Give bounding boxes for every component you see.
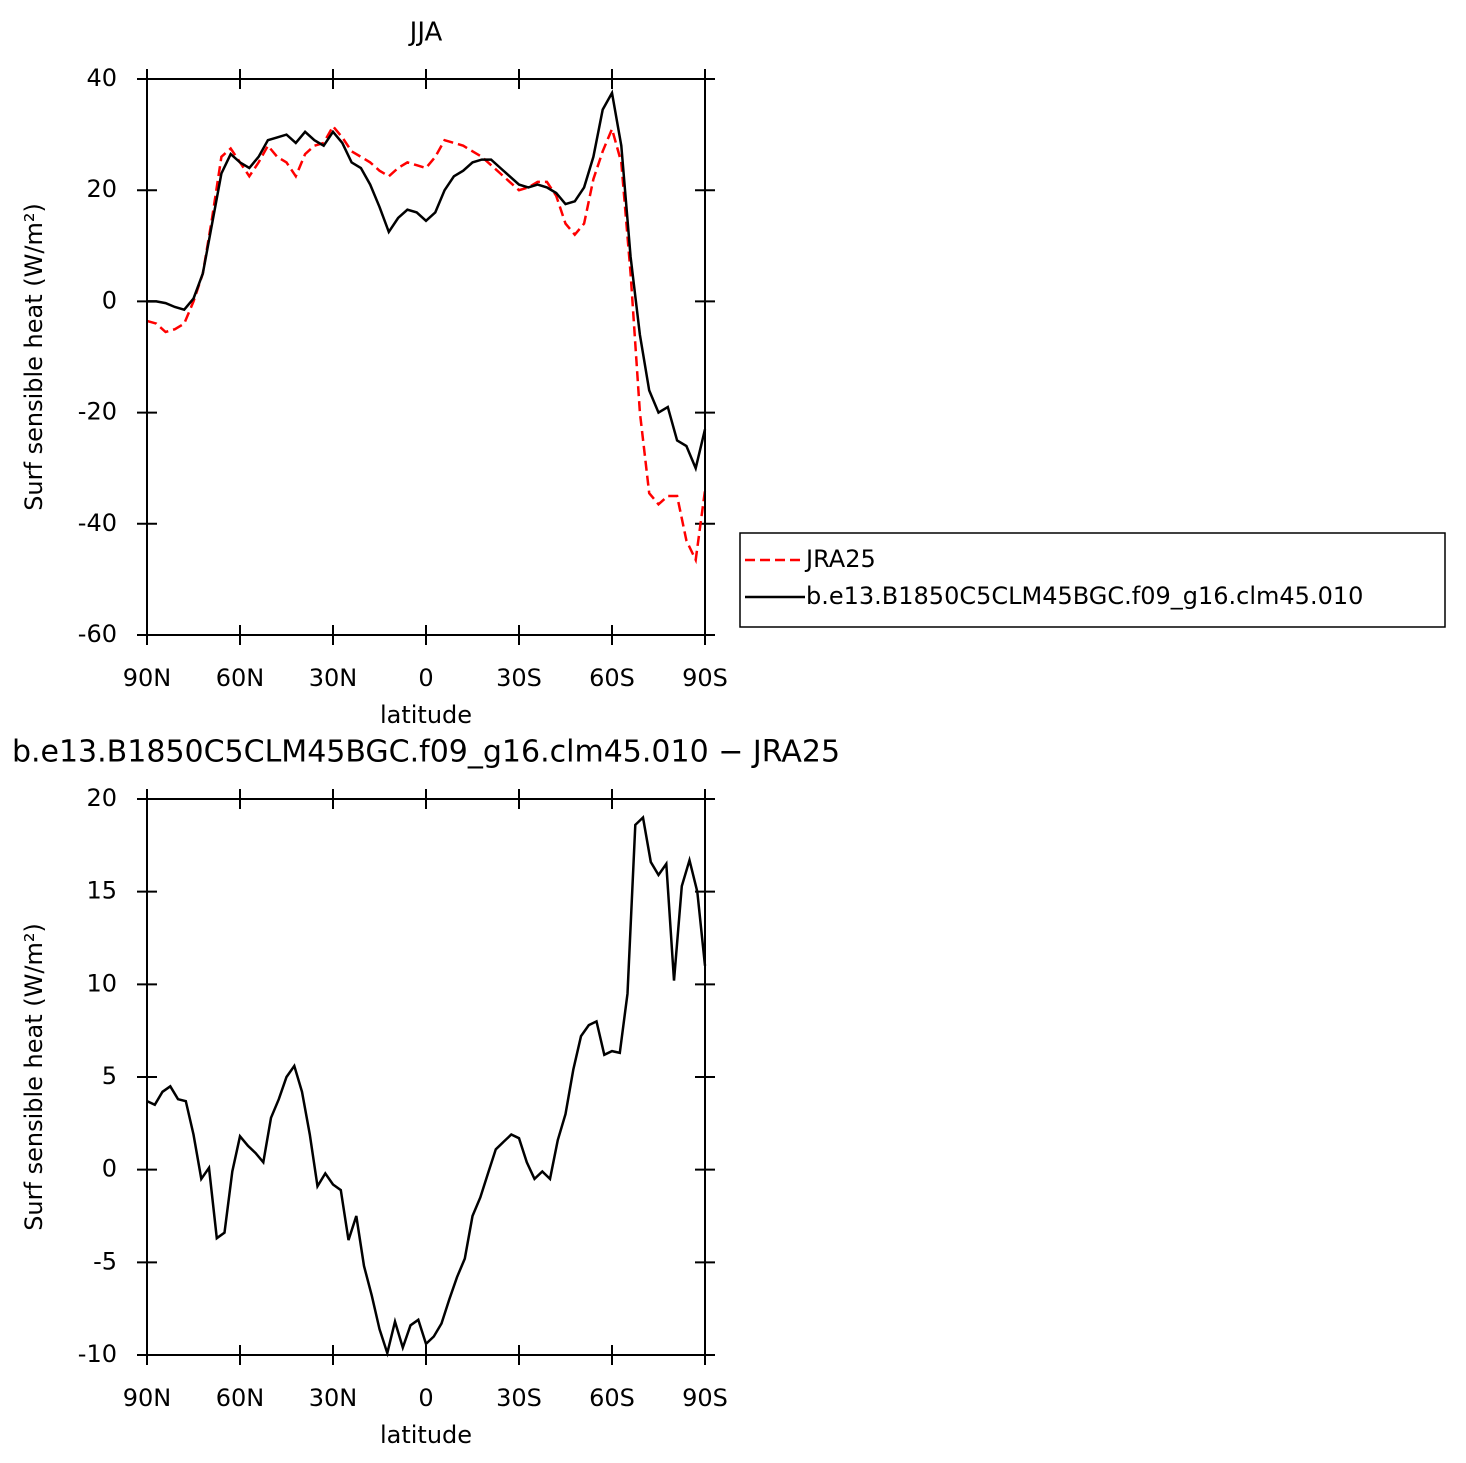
x-tick-label: 60S — [589, 664, 635, 692]
legend-box — [739, 532, 1446, 628]
plot-frame — [146, 78, 706, 636]
y-tick-label: 0 — [102, 286, 117, 314]
plot-frame — [146, 798, 706, 1356]
chart-title: JJA — [408, 18, 443, 48]
y-tick-label: 5 — [102, 1062, 117, 1090]
y-tick-label: 15 — [86, 877, 117, 905]
y-axis-label: Surf sensible heat (W/m²) — [20, 923, 48, 1231]
x-tick-label: 0 — [418, 1384, 433, 1412]
x-tick-label: 90S — [682, 1384, 728, 1412]
y-tick-label: 40 — [86, 64, 117, 92]
x-tick-label: 60S — [589, 1384, 635, 1412]
series-line — [146, 814, 707, 1358]
y-tick-label: -40 — [78, 509, 117, 537]
x-tick-label: 90N — [123, 664, 172, 692]
x-tick-label: 30S — [496, 664, 542, 692]
y-tick-label: -5 — [93, 1247, 117, 1275]
x-tick-label: 0 — [418, 664, 433, 692]
x-tick-label: 60N — [216, 1384, 265, 1412]
y-tick-label: -20 — [78, 398, 117, 426]
series-line — [146, 124, 707, 565]
x-tick-label: 30S — [496, 1384, 542, 1412]
y-axis-label: Surf sensible heat (W/m²) — [20, 203, 48, 511]
series-line — [147, 89, 707, 473]
legend-label: b.e13.B1850C5CLM45BGC.f09_g16.clm45.010 — [806, 582, 1363, 610]
x-tick-label: 30N — [309, 1384, 358, 1412]
y-tick-label: -60 — [78, 620, 117, 648]
legend-label: JRA25 — [804, 545, 876, 573]
x-axis-label: latitude — [380, 1421, 472, 1449]
x-tick-label: 60N — [216, 664, 265, 692]
y-tick-label: 10 — [86, 969, 117, 997]
x-axis-label: latitude — [380, 701, 472, 729]
y-tick-label: 20 — [86, 175, 117, 203]
y-tick-label: 20 — [86, 784, 117, 812]
x-tick-label: 90S — [682, 664, 728, 692]
x-tick-label: 90N — [123, 1384, 172, 1412]
x-tick-label: 30N — [309, 664, 358, 692]
chart-title: b.e13.B1850C5CLM45BGC.f09_g16.clm45.010 … — [12, 735, 840, 770]
y-tick-label: 0 — [102, 1155, 117, 1183]
y-tick-label: -10 — [78, 1340, 117, 1368]
